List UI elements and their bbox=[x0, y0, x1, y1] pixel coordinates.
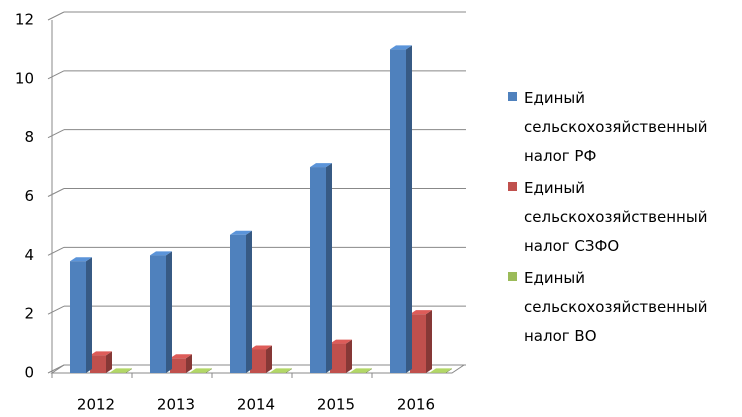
grid-line bbox=[47, 305, 65, 315]
y-tick-label: 0 bbox=[24, 364, 34, 382]
bar bbox=[350, 372, 366, 373]
legend-swatch bbox=[508, 92, 517, 101]
bar-side bbox=[86, 257, 92, 373]
x-tick-label: 2013 bbox=[157, 396, 195, 414]
grid-line bbox=[47, 129, 65, 139]
bar-top bbox=[90, 351, 112, 356]
bar-side bbox=[326, 163, 332, 373]
grid-line bbox=[47, 70, 65, 80]
bar bbox=[390, 49, 406, 374]
grid-line bbox=[47, 246, 65, 256]
bar-top bbox=[70, 257, 92, 262]
bar bbox=[150, 255, 166, 373]
bar bbox=[190, 372, 206, 373]
legend-swatch bbox=[508, 272, 517, 281]
legend-label: Единый сельскохозяйственный налог ВО bbox=[524, 269, 708, 345]
bar-top bbox=[330, 339, 352, 344]
bar-side bbox=[366, 368, 372, 373]
bar-side bbox=[206, 368, 212, 373]
legend-item: Единый сельскохозяйственный налог СЗФО bbox=[508, 174, 733, 261]
legend-swatch bbox=[508, 182, 517, 191]
bar-side bbox=[106, 351, 112, 373]
y-tick-label: 10 bbox=[15, 69, 34, 87]
bar-top bbox=[410, 310, 432, 315]
legend-label: Единый сельскохозяйственный налог СЗФО bbox=[524, 179, 708, 255]
legend-label: Единый сельскохозяйственный налог РФ bbox=[524, 89, 708, 165]
legend-item: Единый сельскохозяйственный налог ВО bbox=[508, 264, 733, 351]
bar-side bbox=[406, 45, 412, 374]
grid-line bbox=[47, 364, 65, 374]
bar-side bbox=[426, 310, 432, 373]
grid-line bbox=[47, 11, 65, 21]
bar bbox=[310, 167, 326, 373]
bar bbox=[250, 349, 266, 373]
y-tick-label: 4 bbox=[24, 246, 34, 264]
x-tick-label: 2015 bbox=[317, 396, 355, 414]
bar-side bbox=[266, 345, 272, 373]
legend-item: Единый сельскохозяйственный налог РФ bbox=[508, 84, 733, 171]
bar-side bbox=[286, 368, 292, 373]
bar-side bbox=[166, 251, 172, 373]
bar-top bbox=[270, 368, 292, 373]
y-tick-label: 6 bbox=[24, 187, 34, 205]
bar bbox=[170, 358, 186, 373]
bar-top bbox=[350, 368, 372, 373]
bar bbox=[70, 261, 86, 373]
y-tick-label: 2 bbox=[24, 305, 34, 323]
bar-top bbox=[110, 368, 132, 373]
bar-top bbox=[190, 368, 212, 373]
y-tick-label: 12 bbox=[15, 11, 34, 29]
bar bbox=[230, 234, 246, 373]
bar-top bbox=[430, 368, 452, 373]
x-tick-label: 2016 bbox=[397, 396, 435, 414]
bar-side bbox=[186, 354, 192, 373]
bar-top bbox=[230, 230, 252, 235]
bar bbox=[430, 372, 446, 373]
grid-line bbox=[47, 188, 65, 197]
x-tick-label: 2014 bbox=[237, 396, 275, 414]
x-tick-label: 2012 bbox=[77, 396, 115, 414]
bar-side bbox=[346, 339, 352, 373]
bar-side bbox=[126, 368, 132, 373]
y-tick-label: 8 bbox=[24, 128, 34, 146]
bar bbox=[90, 355, 106, 373]
bar bbox=[330, 343, 346, 373]
bar bbox=[270, 372, 286, 373]
bar-top bbox=[310, 163, 332, 168]
bar-top bbox=[170, 354, 192, 359]
bar bbox=[110, 372, 126, 373]
bar-side bbox=[246, 230, 252, 373]
bar-side bbox=[446, 368, 452, 373]
bar-top bbox=[150, 251, 172, 256]
bar-top bbox=[390, 45, 412, 50]
bar-top bbox=[250, 345, 272, 350]
bar bbox=[410, 314, 426, 373]
legend: Единый сельскохозяйственный налог РФ Един… bbox=[508, 84, 733, 354]
